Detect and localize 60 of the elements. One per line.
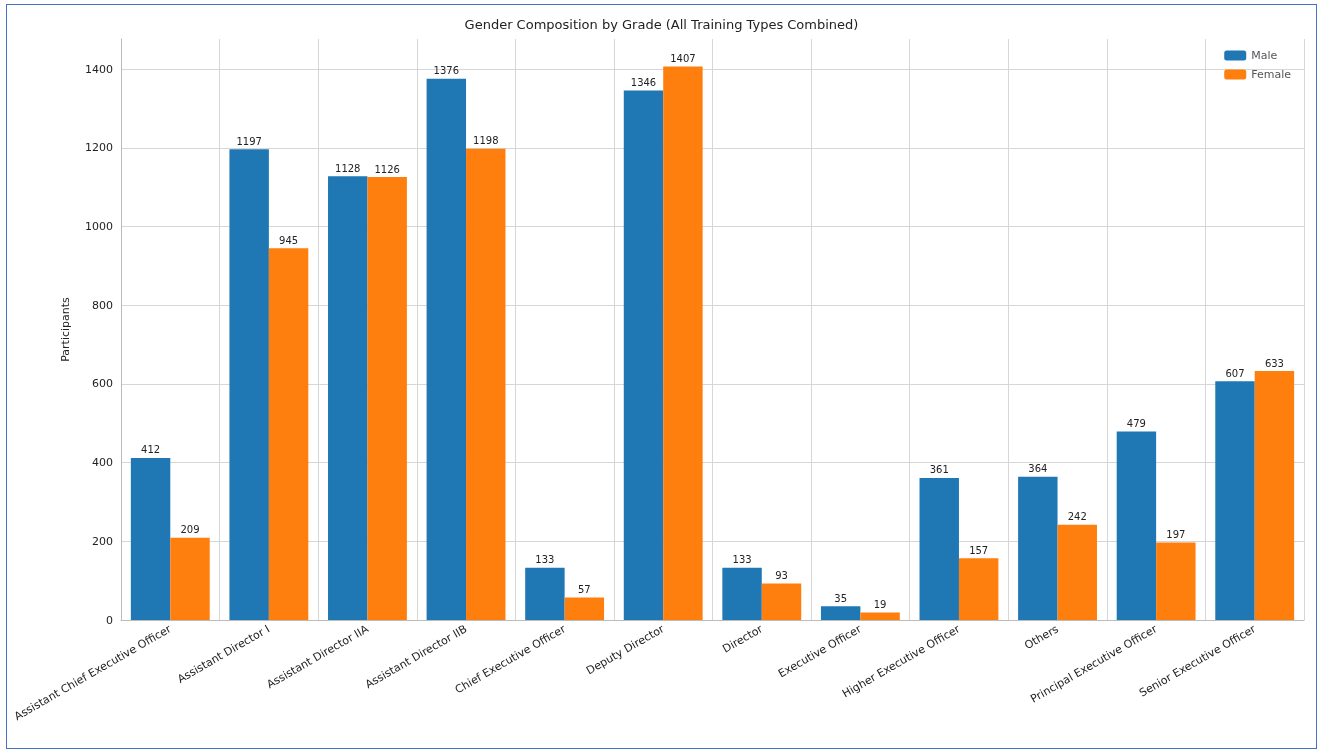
data-label: 57 (577, 584, 591, 596)
legend-label: Female (1251, 68, 1292, 81)
bar (958, 558, 999, 620)
bar (860, 612, 900, 620)
data-label: 479 (1126, 418, 1146, 430)
data-label: 1128 (335, 162, 361, 174)
bar (564, 597, 605, 620)
data-label: 209 (180, 524, 200, 536)
bar (130, 457, 171, 620)
data-label: 1126 (374, 163, 400, 175)
bar (1215, 381, 1255, 620)
data-label: 133 (535, 554, 555, 566)
bar (268, 248, 309, 620)
data-label: 412 (141, 444, 161, 456)
bar (1254, 371, 1295, 620)
bar (1018, 476, 1058, 620)
bar (722, 567, 762, 620)
bar (229, 149, 269, 620)
y-axis-title: Participants (59, 296, 72, 362)
y-tick-label: 1000 (85, 220, 113, 234)
data-label: 35 (834, 592, 848, 604)
y-tick-label: 800 (92, 298, 113, 312)
data-label: 133 (732, 554, 752, 566)
bar (426, 78, 467, 620)
data-label: 607 (1225, 367, 1245, 379)
bar (919, 478, 959, 620)
bar (367, 177, 407, 620)
data-label: 1376 (433, 65, 460, 77)
data-label: 242 (1067, 511, 1087, 523)
bar (1156, 542, 1196, 620)
legend-label: Male (1251, 49, 1278, 62)
y-tick-label: 600 (92, 377, 113, 391)
data-label: 157 (969, 544, 989, 556)
bar (623, 90, 664, 620)
data-label: 633 (1264, 357, 1284, 369)
bar (761, 583, 802, 620)
y-tick-label: 400 (92, 456, 113, 470)
y-tick-label: 1400 (85, 62, 113, 76)
data-label: 1198 (473, 135, 499, 147)
y-tick-label: 1200 (85, 141, 113, 155)
data-label: 1197 (236, 135, 262, 147)
data-label: 364 (1028, 463, 1048, 475)
bar (328, 176, 368, 620)
y-tick-label: 0 (106, 613, 113, 627)
data-label: 19 (873, 599, 887, 611)
y-tick-label: 200 (92, 534, 113, 548)
data-label: 1346 (630, 77, 657, 89)
bar (466, 148, 506, 620)
bar (170, 537, 210, 620)
data-label: 361 (929, 464, 949, 476)
data-label: 93 (775, 569, 788, 581)
bar (525, 567, 565, 620)
bar (663, 66, 703, 620)
bar (820, 606, 861, 620)
data-label: 945 (279, 234, 299, 246)
data-label: 197 (1166, 529, 1186, 541)
chart-title: Gender Composition by Grade (All Training Types Combined) (464, 17, 859, 32)
data-label: 1407 (670, 53, 696, 65)
bar (1057, 524, 1097, 620)
bar (1116, 431, 1157, 620)
